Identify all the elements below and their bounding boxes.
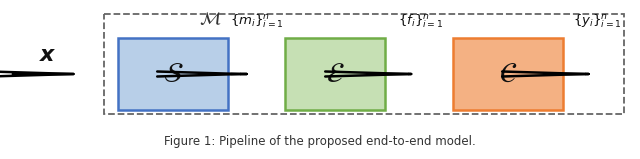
Text: $\{m_i\}_{i=1}^n$: $\{m_i\}_{i=1}^n$ — [230, 12, 284, 30]
Text: $\mathcal{S}$: $\mathcal{S}$ — [163, 61, 183, 87]
Text: $\{y_i\}_{i=1}^n$: $\{y_i\}_{i=1}^n$ — [573, 12, 621, 30]
Bar — [285, 38, 385, 110]
Bar — [453, 38, 563, 110]
Text: Figure 1: Pipeline of the proposed end-to-end model.: Figure 1: Pipeline of the proposed end-t… — [164, 135, 476, 148]
Bar — [118, 38, 228, 110]
Text: $\boldsymbol{x}$: $\boldsymbol{x}$ — [39, 44, 57, 66]
Bar — [104, 14, 624, 114]
Text: $\mathcal{C}$: $\mathcal{C}$ — [499, 61, 517, 87]
Text: $\{f_i\}_{i=1}^n$: $\{f_i\}_{i=1}^n$ — [398, 12, 444, 30]
Text: $\mathcal{E}$: $\mathcal{E}$ — [326, 61, 344, 87]
Text: $\mathcal{M}$: $\mathcal{M}$ — [199, 10, 221, 28]
